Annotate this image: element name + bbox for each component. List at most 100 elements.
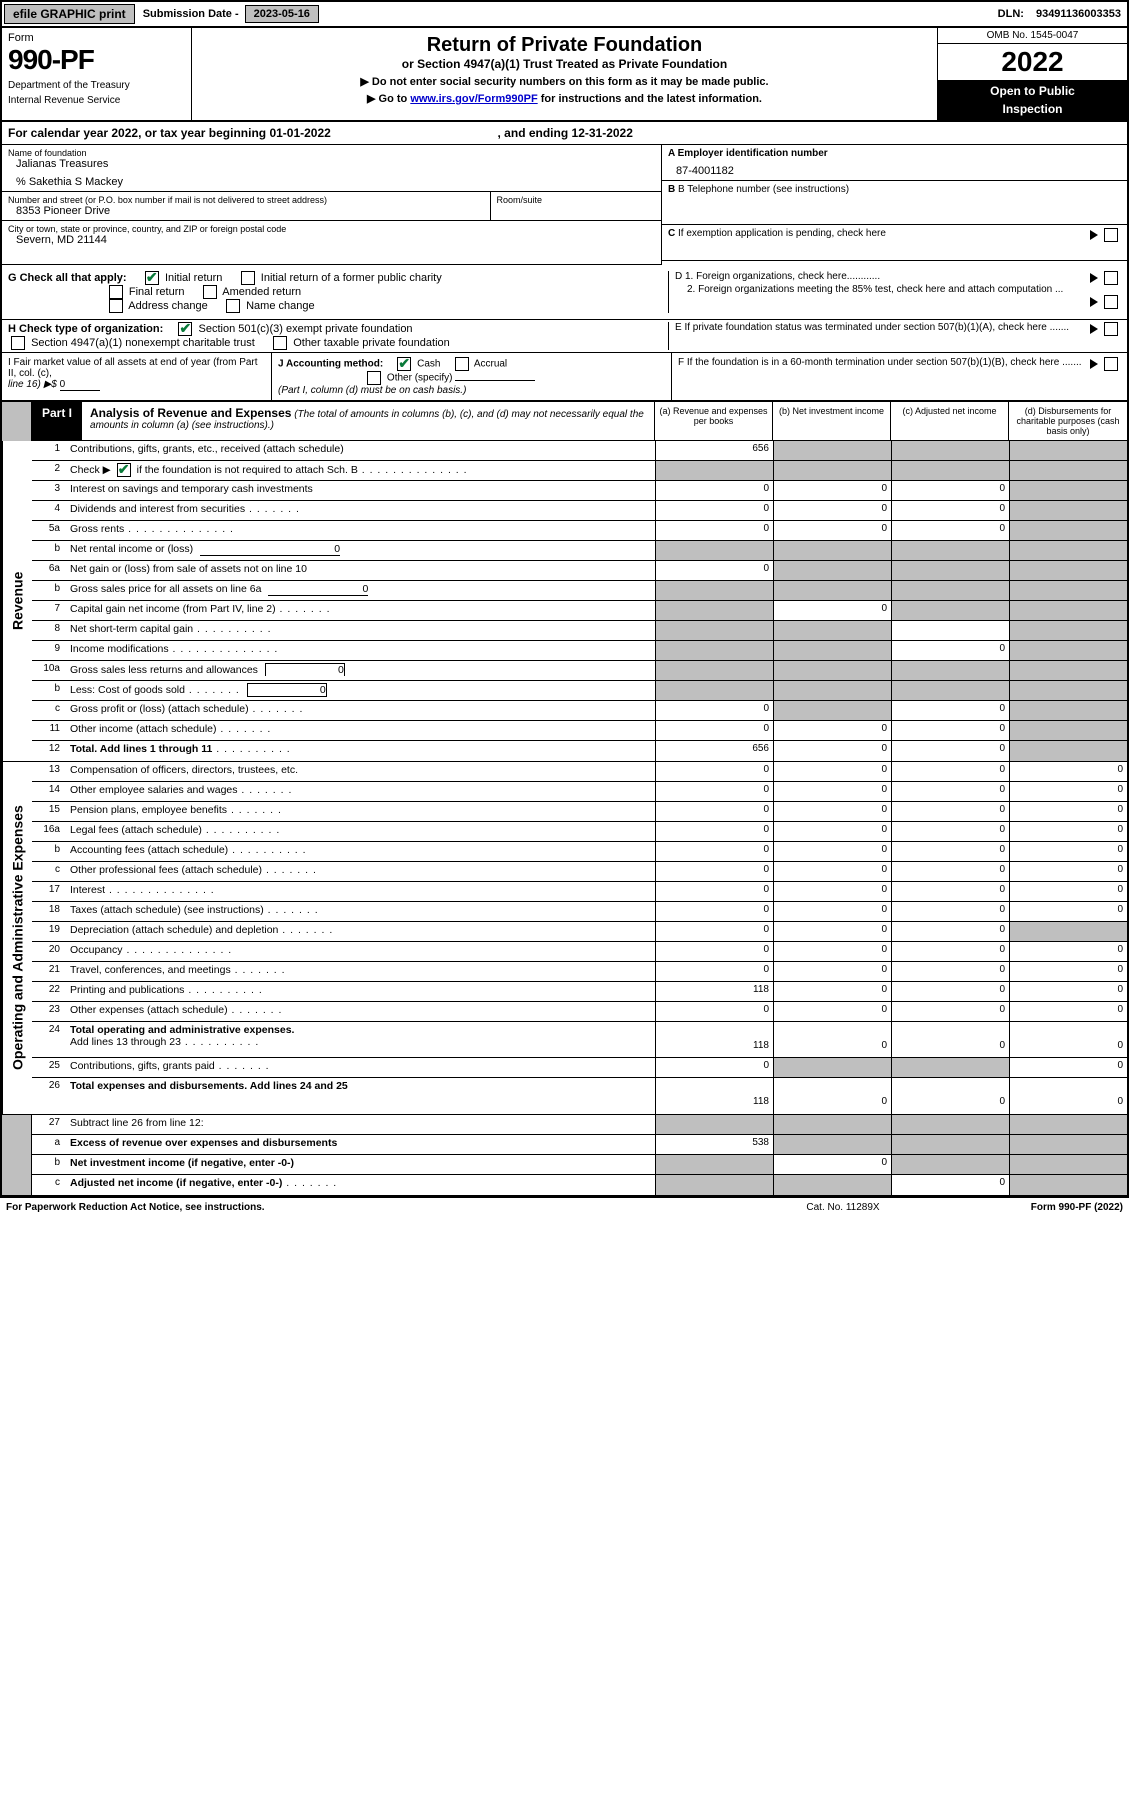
header-mid: Return of Private Foundation or Section … (192, 28, 937, 120)
c-checkbox[interactable] (1104, 228, 1118, 242)
page-footer: For Paperwork Reduction Act Notice, see … (0, 1197, 1129, 1217)
r25-a: 0 (655, 1058, 773, 1077)
r17-d: 0 (1009, 882, 1127, 901)
r9-a (655, 641, 773, 660)
cash-checkbox[interactable] (397, 357, 411, 371)
r27c-b (773, 1175, 891, 1195)
r15-d: 0 (1009, 802, 1127, 821)
g-opt-5: Address change (128, 300, 208, 312)
col-d-header: (d) Disbursements for charitable purpose… (1009, 402, 1127, 440)
other-method-checkbox[interactable] (367, 371, 381, 385)
r5b-inline: 0 (200, 543, 340, 556)
final-return-checkbox[interactable] (109, 285, 123, 299)
r7-b: 0 (773, 601, 891, 620)
f-checkbox[interactable] (1104, 357, 1118, 371)
r12-d (1009, 741, 1127, 761)
ln-27a: a (32, 1135, 66, 1154)
e-block: E If private foundation status was termi… (668, 322, 1121, 350)
r19-d (1009, 922, 1127, 941)
desc-16a: Legal fees (attach schedule) (66, 822, 655, 841)
arrow-icon (1090, 297, 1098, 307)
ln-26: 26 (32, 1078, 66, 1114)
r19-a: 0 (655, 922, 773, 941)
other-taxable-checkbox[interactable] (273, 336, 287, 350)
r27b-b: 0 (773, 1155, 891, 1174)
expenses-rows: 13Compensation of officers, directors, t… (32, 762, 1127, 1114)
initial-former-checkbox[interactable] (241, 271, 255, 285)
r18-a: 0 (655, 902, 773, 921)
r25-c (891, 1058, 1009, 1077)
g-block: G Check all that apply: Initial return I… (8, 271, 668, 313)
amended-return-checkbox[interactable] (203, 285, 217, 299)
ln-16b: b (32, 842, 66, 861)
r24-b: 0 (773, 1022, 891, 1057)
ln-3: 3 (32, 481, 66, 500)
r18-b: 0 (773, 902, 891, 921)
ln-10a: 10a (32, 661, 66, 680)
g-opt-3: Final return (129, 286, 185, 298)
r16a-b: 0 (773, 822, 891, 841)
efile-print-button[interactable]: efile GRAPHIC print (4, 4, 135, 24)
accrual-checkbox[interactable] (455, 357, 469, 371)
col-a-header: (a) Revenue and expenses per books (655, 402, 773, 440)
ln-10b: b (32, 681, 66, 700)
r16b-a: 0 (655, 842, 773, 861)
d-block: D 1. Foreign organizations, check here..… (668, 271, 1121, 313)
irs-link[interactable]: www.irs.gov/Form990PF (410, 93, 537, 105)
desc-6a: Net gain or (loss) from sale of assets n… (66, 561, 655, 580)
ln-12: 12 (32, 741, 66, 761)
d2-checkbox[interactable] (1104, 295, 1118, 309)
address-change-checkbox[interactable] (109, 299, 123, 313)
ln-8: 8 (32, 621, 66, 640)
r27b-c (891, 1155, 1009, 1174)
ln-1: 1 (32, 441, 66, 460)
other-spec-line (455, 380, 535, 381)
ln-10c: c (32, 701, 66, 720)
ln-19: 19 (32, 922, 66, 941)
r20-c: 0 (891, 942, 1009, 961)
desc-8: Net short-term capital gain (66, 621, 655, 640)
calyear-begin: For calendar year 2022, or tax year begi… (8, 126, 331, 140)
4947a1-checkbox[interactable] (11, 336, 25, 350)
r19-b: 0 (773, 922, 891, 941)
r4-c: 0 (891, 501, 1009, 520)
arrow-icon (1090, 230, 1098, 240)
r26-c: 0 (891, 1078, 1009, 1114)
schb-checkbox[interactable] (117, 463, 131, 477)
r2-c (891, 461, 1009, 480)
desc-3: Interest on savings and temporary cash i… (66, 481, 655, 500)
r10b-d (1009, 681, 1127, 700)
r11-c: 0 (891, 721, 1009, 740)
initial-return-checkbox[interactable] (145, 271, 159, 285)
r22-b: 0 (773, 982, 891, 1001)
r6b-d (1009, 581, 1127, 600)
ein-cell: A Employer identification number 87-4001… (662, 145, 1127, 181)
desc-5a: Gross rents (66, 521, 655, 540)
h-block: H Check type of organization: Section 50… (8, 322, 668, 350)
e-checkbox[interactable] (1104, 322, 1118, 336)
r2-b (773, 461, 891, 480)
name-change-checkbox[interactable] (226, 299, 240, 313)
ln-27: 27 (32, 1115, 66, 1134)
501c3-checkbox[interactable] (178, 322, 192, 336)
r16c-b: 0 (773, 862, 891, 881)
d1-checkbox[interactable] (1104, 271, 1118, 285)
desc-4: Dividends and interest from securities (66, 501, 655, 520)
r14-a: 0 (655, 782, 773, 801)
r10a-a (655, 661, 773, 680)
ln-24: 24 (32, 1022, 66, 1057)
address-row: Number and street (or P.O. box number if… (2, 192, 661, 221)
ln-7: 7 (32, 601, 66, 620)
ln-5a: 5a (32, 521, 66, 540)
side-spacer (2, 402, 32, 441)
desc-22: Printing and publications (66, 982, 655, 1001)
part1-header-row: Part I Analysis of Revenue and Expenses … (0, 402, 1129, 441)
r10b-c (891, 681, 1009, 700)
part1-title: Analysis of Revenue and Expenses (90, 406, 291, 420)
r4-d (1009, 501, 1127, 520)
r8-b (773, 621, 891, 640)
r12-c: 0 (891, 741, 1009, 761)
arrow-icon (1090, 324, 1098, 334)
desc-9: Income modifications (66, 641, 655, 660)
g-opt-4: Amended return (222, 286, 301, 298)
